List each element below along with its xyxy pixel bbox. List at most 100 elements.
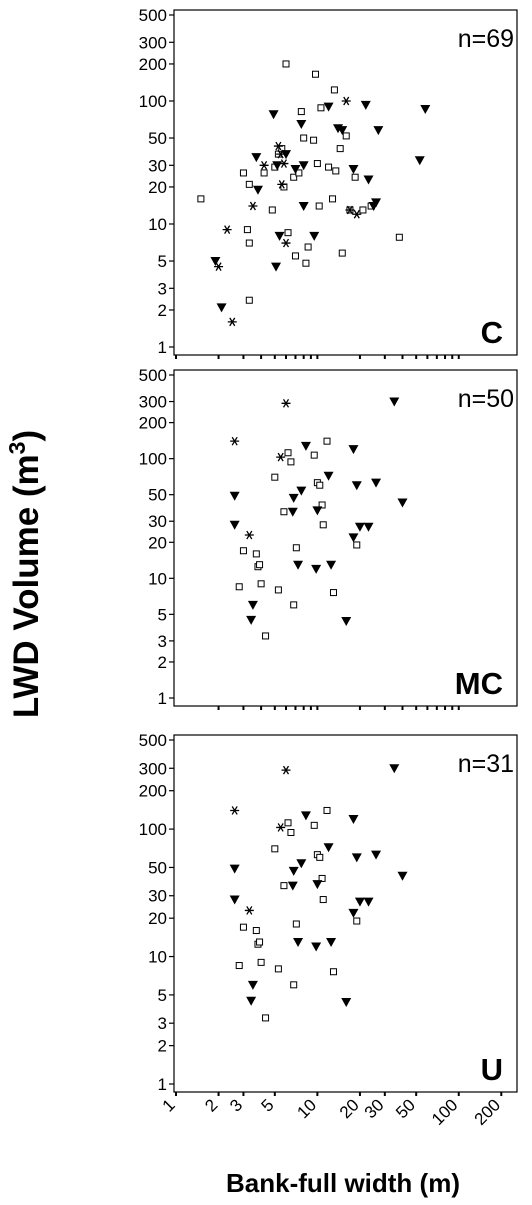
square-marker: [239, 547, 247, 555]
triangle-marker: [351, 481, 362, 491]
triangle-marker: [354, 522, 365, 532]
square-marker: [359, 206, 367, 214]
square-marker: [284, 449, 292, 457]
square-marker: [297, 108, 305, 116]
y-tick-label: 500: [139, 6, 167, 25]
square-marker: [342, 132, 350, 140]
square-marker: [260, 169, 268, 177]
y-tick-label: 2: [158, 653, 167, 672]
triangle-marker: [373, 126, 384, 136]
plot-frame: [173, 734, 518, 1093]
square-marker: [290, 601, 298, 609]
square-marker: [292, 920, 300, 928]
y-tick-label: 5: [158, 986, 167, 1005]
asterisk-marker: [281, 398, 291, 408]
square-marker: [271, 473, 279, 481]
triangle-marker: [389, 397, 400, 407]
square-marker: [245, 296, 253, 304]
y-tick-label: 5: [158, 252, 167, 271]
triangle-marker: [293, 560, 304, 570]
asterisk-marker: [341, 96, 351, 106]
square-marker: [329, 968, 337, 976]
square-marker: [256, 938, 264, 946]
square-marker: [312, 70, 320, 78]
triangle-marker: [287, 881, 298, 891]
x-tick-label: 100: [428, 1095, 461, 1128]
triangle-marker: [326, 560, 337, 570]
triangle-marker: [247, 600, 258, 610]
triangle-marker: [341, 616, 352, 626]
y-tick-label: 500: [139, 366, 167, 385]
square-marker: [323, 806, 331, 814]
x-tick-label: 2: [201, 1095, 221, 1115]
triangle-marker: [348, 164, 359, 174]
triangle-marker: [311, 942, 322, 952]
square-marker: [329, 195, 337, 203]
asterisk-marker: [230, 806, 240, 815]
square-marker: [274, 965, 282, 973]
asterisk-marker: [248, 201, 258, 211]
plot-frame: [173, 369, 518, 707]
triangle-marker: [268, 110, 279, 120]
y-tick-label: 10: [148, 569, 167, 588]
triangle-marker: [420, 105, 431, 115]
square-marker: [274, 586, 282, 594]
square-marker: [256, 561, 264, 569]
y-tick-label: 20: [148, 533, 167, 552]
square-marker: [280, 882, 288, 890]
x-tick-label: 200: [471, 1095, 504, 1128]
square-marker: [287, 458, 295, 466]
triangle-marker: [354, 897, 365, 907]
triangle-marker: [363, 897, 374, 907]
triangle-marker: [246, 996, 257, 1006]
triangle-marker: [397, 498, 408, 508]
square-marker: [336, 145, 344, 153]
triangle-marker: [360, 100, 371, 110]
square-marker: [310, 821, 318, 829]
y-tick-label: 100: [139, 450, 167, 469]
panel-label: C: [481, 315, 503, 350]
asterisk-marker: [281, 238, 291, 248]
y-tick-label: 30: [148, 156, 167, 175]
y-tick-label: 20: [148, 178, 167, 197]
triangle-marker: [229, 520, 240, 530]
square-marker: [284, 229, 292, 237]
square-marker: [235, 583, 243, 591]
x-tick-label: 10: [293, 1095, 320, 1122]
triangle-marker: [247, 980, 258, 990]
triangle-marker: [296, 859, 307, 869]
triangle-marker: [312, 506, 323, 516]
square-marker: [319, 521, 327, 529]
y-tick-label: 1: [158, 1075, 167, 1094]
triangle-marker: [216, 303, 227, 313]
square-marker: [325, 163, 333, 171]
triangle-marker: [309, 231, 320, 241]
square-marker: [319, 896, 327, 904]
square-marker: [197, 195, 205, 203]
square-marker: [287, 829, 295, 837]
x-tick-label: 20: [336, 1095, 363, 1122]
square-marker: [282, 60, 290, 68]
y-tick-label: 10: [148, 215, 167, 234]
square-marker: [280, 508, 288, 516]
triangle-marker: [337, 126, 348, 136]
square-marker: [262, 632, 270, 640]
square-marker: [252, 927, 260, 935]
panels: 123510203050100200300500n=69C12351020305…: [139, 6, 518, 1129]
triangle-marker: [371, 198, 382, 208]
asterisk-marker: [277, 180, 287, 189]
triangle-marker: [312, 880, 323, 890]
square-marker: [245, 239, 253, 247]
square-marker: [323, 437, 331, 445]
triangle-marker: [326, 938, 337, 948]
square-marker: [351, 173, 359, 181]
x-tick-label: 1: [159, 1095, 179, 1115]
square-marker: [243, 226, 251, 234]
square-marker: [329, 589, 337, 597]
triangle-marker: [300, 811, 311, 821]
square-marker: [291, 252, 299, 260]
triangle-marker: [271, 262, 282, 272]
square-marker: [315, 202, 323, 210]
triangle-marker: [414, 156, 425, 166]
y-tick-label: 1: [158, 338, 167, 357]
